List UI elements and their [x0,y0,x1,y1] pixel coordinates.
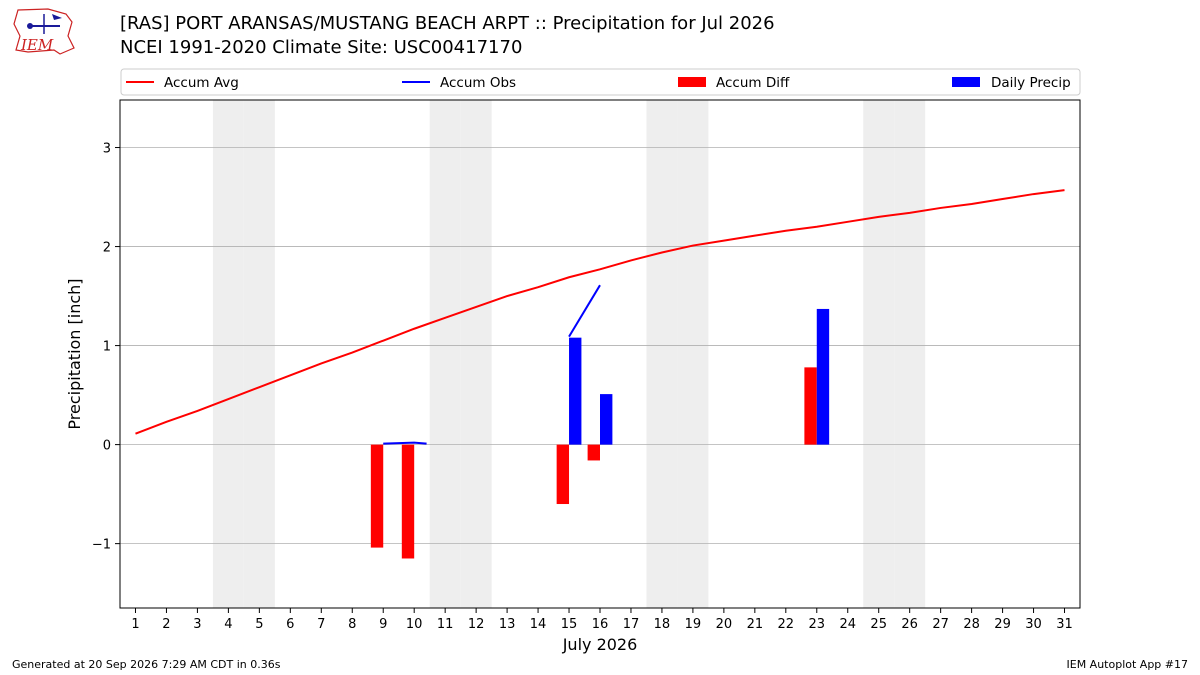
legend-accum-diff-swatch [678,77,706,87]
x-tick-label-12: 12 [468,617,485,632]
x-tick-label-25: 25 [870,617,887,632]
x-tick-label-1: 1 [131,617,139,632]
accum-obs-line-segment-1 [383,441,427,445]
legend-accum-avg-label: Accum Avg [164,75,239,91]
accum-obs-line-segment-2 [568,284,601,338]
iem-logo: IEM [13,8,75,55]
y-axis-ticks: −1 0 1 2 3 [92,142,120,553]
x-tick-label-27: 27 [932,617,949,632]
logo-text: IEM [20,36,54,54]
x-tick-label-18: 18 [654,617,671,632]
daily-precip-bar-day-23 [816,308,830,445]
chart-title: [RAS] PORT ARANSAS/MUSTANG BEACH ARPT ::… [120,13,775,34]
daily-precip-bar-day-15 [569,337,582,445]
accum-diff-bar-day-16 [587,444,600,461]
daily-precip-bar-day-16 [600,394,613,445]
x-tick-label-23: 23 [809,617,826,632]
accum-diff-bar-day-10 [401,444,415,559]
y-axis-label: Precipitation [inch] [65,278,84,429]
x-tick-label-5: 5 [255,617,263,632]
weekend-shade-day-4 [212,100,244,608]
x-tick-label-21: 21 [747,617,764,632]
x-tick-label-4: 4 [224,617,232,632]
x-tick-label-13: 13 [499,617,516,632]
accum-diff-bar-day-23 [804,367,817,445]
weekend-shade-day-25 [863,100,895,608]
x-tick-label-7: 7 [317,617,325,632]
x-tick-label-8: 8 [348,617,356,632]
x-tick-label-2: 2 [162,617,170,632]
weekend-shade-day-12 [460,100,492,608]
y-tick-label-0: 0 [103,439,111,454]
y-tick-label-3: 3 [103,142,111,157]
weekend-shade-day-26 [894,100,926,608]
x-tick-label-29: 29 [994,617,1011,632]
x-tick-label-14: 14 [530,617,547,632]
x-axis-label: July 2026 [562,635,638,654]
app-label: IEM Autoplot App #17 [1066,658,1189,671]
x-tick-label-22: 22 [778,617,795,632]
x-tick-label-11: 11 [437,617,454,632]
y-tick-label-1: 1 [103,340,111,355]
weekend-shading [212,100,926,608]
accum-avg-line [135,189,1065,435]
chart-subtitle: NCEI 1991-2020 Climate Site: USC00417170 [120,37,523,58]
legend-accum-diff-label: Accum Diff [716,75,790,91]
x-axis-ticks: 1 2 3 4 5 6 7 8 9 10 11 12 13 14 15 16 17 18 19 20 21 22 23 24 2… [131,608,1073,632]
y-tick-label-2: 2 [103,241,111,256]
x-tick-label-9: 9 [379,617,387,632]
accum-diff-bar-day-15 [556,444,570,505]
x-tick-label-19: 19 [685,617,702,632]
x-tick-label-30: 30 [1025,617,1042,632]
weekend-shade-day-18 [646,100,678,608]
x-tick-label-3: 3 [193,617,201,632]
x-tick-label-6: 6 [286,617,294,632]
legend-daily-precip-swatch [952,77,980,87]
x-tick-label-31: 31 [1056,617,1073,632]
generated-timestamp: Generated at 20 Sep 2026 7:29 AM CDT in … [12,658,281,671]
legend-accum-obs-label: Accum Obs [440,75,516,91]
x-tick-label-28: 28 [963,617,980,632]
bars [370,308,830,559]
lines [135,189,1065,445]
x-tick-label-16: 16 [592,617,609,632]
x-tick-label-10: 10 [406,617,423,632]
legend: Accum Avg Accum Obs Accum Diff Daily Pre… [120,68,1081,96]
weekend-shade-day-19 [677,100,709,608]
x-tick-label-15: 15 [561,617,578,632]
legend-daily-precip-label: Daily Precip [991,75,1071,91]
y-tick-label--1: −1 [92,538,111,553]
x-tick-label-24: 24 [839,617,856,632]
legend-box [120,68,1081,96]
accum-diff-bar-day-9 [370,444,384,548]
x-tick-label-26: 26 [901,617,918,632]
x-tick-label-20: 20 [716,617,733,632]
x-tick-label-17: 17 [623,617,640,632]
weekend-shade-day-5 [243,100,275,608]
weekend-shade-day-11 [429,100,461,608]
